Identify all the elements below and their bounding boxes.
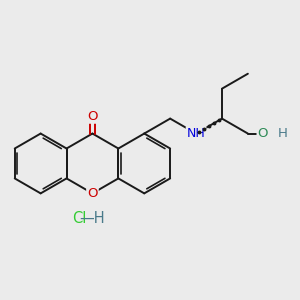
Text: Cl: Cl (72, 211, 86, 226)
Text: —H: —H (80, 211, 105, 226)
Text: O: O (87, 110, 98, 123)
Text: NH: NH (187, 127, 206, 140)
Text: O: O (258, 127, 268, 140)
Text: H: H (277, 127, 287, 140)
Text: O: O (87, 187, 98, 200)
